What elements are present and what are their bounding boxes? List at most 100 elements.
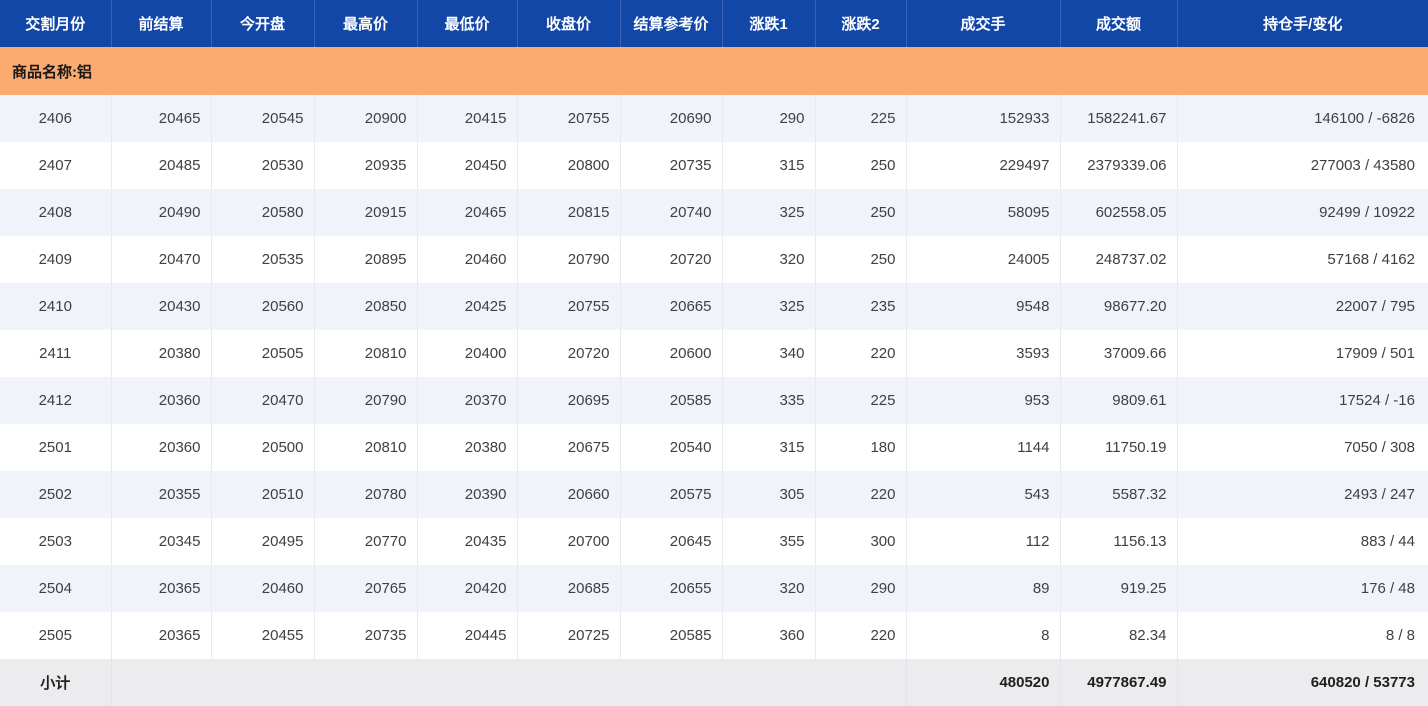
table-cell: 20430 <box>110 283 211 330</box>
table-cell: 20460 <box>210 565 314 612</box>
column-header-8: 涨跌1 <box>721 0 815 47</box>
table-cell: 2379339.06 <box>1059 142 1177 189</box>
table-cell: 20400 <box>416 330 517 377</box>
table-row: 2505 20365 20455 20735 20445 20725 20585 360 220… <box>0 612 1428 659</box>
table-cell: 20665 <box>619 283 722 330</box>
subtotal-open-interest: 640820 / 53773 <box>1176 659 1428 706</box>
table-cell: 8 / 8 <box>1176 612 1428 659</box>
table-cell: 20685 <box>516 565 620 612</box>
cell-delivery-month: 2505 <box>0 612 111 659</box>
table-cell: 5587.32 <box>1059 471 1177 518</box>
table-cell: 20585 <box>619 612 722 659</box>
table-cell: 20790 <box>313 377 417 424</box>
table-cell: 953 <box>905 377 1060 424</box>
column-header-3: 今开盘 <box>210 0 314 47</box>
table-cell: 20530 <box>210 142 314 189</box>
table-cell: 20815 <box>516 189 620 236</box>
table-cell: 20585 <box>619 377 722 424</box>
column-header-7: 结算参考价 <box>619 0 722 47</box>
table-cell: 20735 <box>313 612 417 659</box>
table-cell: 20755 <box>516 283 620 330</box>
table-row: 2407 20485 20530 20935 20450 20800 20735 315 250… <box>0 142 1428 189</box>
cell-delivery-month: 2411 <box>0 330 111 377</box>
table-cell: 325 <box>721 189 815 236</box>
column-header-9: 涨跌2 <box>814 0 906 47</box>
table-cell: 20470 <box>110 236 211 283</box>
table-cell: 82.34 <box>1059 612 1177 659</box>
subtotal-volume: 480520 <box>905 659 1060 706</box>
table-cell: 20580 <box>210 189 314 236</box>
table-cell: 220 <box>814 471 906 518</box>
table-cell: 20380 <box>110 330 211 377</box>
table-row: 2501 20360 20500 20810 20380 20675 20540 315 180… <box>0 424 1428 471</box>
table-cell: 20700 <box>516 518 620 565</box>
table-cell: 7050 / 308 <box>1176 424 1428 471</box>
table-cell: 20420 <box>416 565 517 612</box>
table-cell: 89 <box>905 565 1060 612</box>
table-cell: 152933 <box>905 95 1060 142</box>
table-cell: 20895 <box>313 236 417 283</box>
table-cell: 305 <box>721 471 815 518</box>
table-cell: 220 <box>814 612 906 659</box>
table-cell: 20675 <box>516 424 620 471</box>
table-cell: 20495 <box>210 518 314 565</box>
table-row: 2504 20365 20460 20765 20420 20685 20655 320 290… <box>0 565 1428 612</box>
table-row: 2411 20380 20505 20810 20400 20720 20600 340 220… <box>0 330 1428 377</box>
cell-delivery-month: 2502 <box>0 471 111 518</box>
cell-delivery-month: 2409 <box>0 236 111 283</box>
table-cell: 57168 / 4162 <box>1176 236 1428 283</box>
column-header-6: 收盘价 <box>516 0 620 47</box>
table-cell: 112 <box>905 518 1060 565</box>
table-cell: 9548 <box>905 283 1060 330</box>
table-cell: 315 <box>721 142 815 189</box>
table-cell: 290 <box>814 565 906 612</box>
commodity-name-label: 商品名称:铝 <box>0 47 1428 95</box>
table-cell: 20810 <box>313 424 417 471</box>
table-cell: 20690 <box>619 95 722 142</box>
table-cell: 20500 <box>210 424 314 471</box>
table-cell: 300 <box>814 518 906 565</box>
table-row: 2502 20355 20510 20780 20390 20660 20575 305 220… <box>0 471 1428 518</box>
header-row: 交割月份 前结算 今开盘 最高价 最低价 收盘价 结算参考价 涨跌1 涨跌2 成交手 成交额 持仓手/… <box>0 0 1428 47</box>
subtotal-label: 小计 <box>0 659 111 706</box>
table-cell: 335 <box>721 377 815 424</box>
table-cell: 20450 <box>416 142 517 189</box>
table-cell: 20540 <box>619 424 722 471</box>
table-cell: 11750.19 <box>1059 424 1177 471</box>
cell-delivery-month: 2503 <box>0 518 111 565</box>
table-cell: 20755 <box>516 95 620 142</box>
table-cell: 229497 <box>905 142 1060 189</box>
table-cell: 20720 <box>619 236 722 283</box>
table-cell: 290 <box>721 95 815 142</box>
table-cell: 20770 <box>313 518 417 565</box>
table-cell: 20435 <box>416 518 517 565</box>
table-cell: 20360 <box>110 377 211 424</box>
table-cell: 20370 <box>416 377 517 424</box>
table-cell: 277003 / 43580 <box>1176 142 1428 189</box>
table-cell: 20455 <box>210 612 314 659</box>
table-cell: 20660 <box>516 471 620 518</box>
table-cell: 3593 <box>905 330 1060 377</box>
column-header-5: 最低价 <box>416 0 517 47</box>
table-cell: 37009.66 <box>1059 330 1177 377</box>
table-cell: 20460 <box>416 236 517 283</box>
subtotal-turnover: 4977867.49 <box>1059 659 1177 706</box>
table-cell: 340 <box>721 330 815 377</box>
table-cell: 602558.05 <box>1059 189 1177 236</box>
table-cell: 20720 <box>516 330 620 377</box>
table-cell: 20800 <box>516 142 620 189</box>
table-cell: 20465 <box>110 95 211 142</box>
table-cell: 320 <box>721 236 815 283</box>
table-cell: 20790 <box>516 236 620 283</box>
table-cell: 20510 <box>210 471 314 518</box>
column-header-1: 交割月份 <box>0 0 111 47</box>
table-cell: 8 <box>905 612 1060 659</box>
table-cell: 20725 <box>516 612 620 659</box>
table-cell: 225 <box>814 95 906 142</box>
cell-delivery-month: 2406 <box>0 95 111 142</box>
table-cell: 20360 <box>110 424 211 471</box>
table-cell: 20655 <box>619 565 722 612</box>
table-cell: 919.25 <box>1059 565 1177 612</box>
table-cell: 176 / 48 <box>1176 565 1428 612</box>
